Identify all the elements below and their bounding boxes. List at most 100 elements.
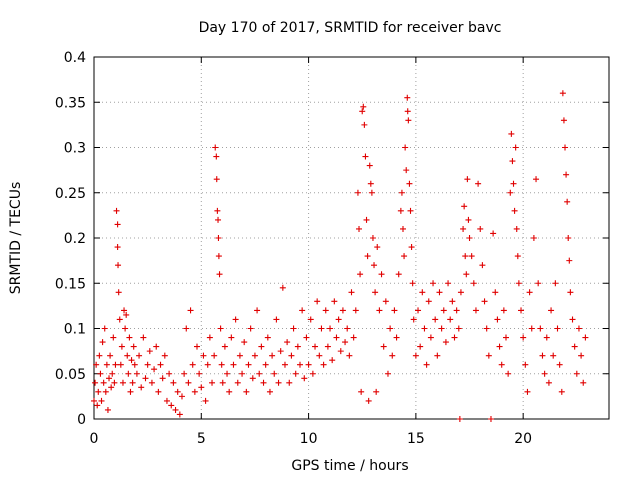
- data-point: [569, 316, 576, 323]
- data-point: [337, 348, 344, 355]
- data-point: [380, 343, 387, 350]
- data-point: [130, 343, 137, 350]
- data-point: [157, 361, 164, 368]
- data-point: [161, 352, 168, 359]
- data-point: [144, 361, 151, 368]
- data-point: [515, 280, 522, 287]
- data-point: [331, 298, 338, 305]
- data-point: [101, 325, 108, 332]
- data-point: [125, 370, 132, 377]
- data-point: [123, 311, 130, 318]
- data-point: [191, 388, 198, 395]
- data-point: [440, 307, 447, 314]
- data-point: [460, 225, 467, 232]
- data-point: [472, 307, 479, 314]
- data-point: [322, 307, 329, 314]
- data-point: [545, 379, 552, 386]
- data-point: [249, 375, 256, 382]
- y-tick-label: 0.25: [55, 186, 86, 202]
- data-point: [333, 334, 340, 341]
- data-point: [403, 167, 410, 174]
- y-axis-label: SRMTID / TECUs: [8, 182, 24, 295]
- y-tick-label: 0.1: [64, 322, 86, 338]
- data-point: [100, 379, 107, 386]
- data-point: [378, 271, 385, 278]
- data-point: [550, 352, 557, 359]
- data-point: [490, 230, 497, 237]
- data-point: [339, 307, 346, 314]
- data-point: [366, 162, 373, 169]
- data-point: [535, 280, 542, 287]
- data-point: [277, 348, 284, 355]
- data-point: [131, 361, 138, 368]
- data-point: [230, 361, 237, 368]
- data-point: [357, 271, 364, 278]
- data-point: [116, 316, 123, 323]
- data-point: [286, 379, 293, 386]
- data-point: [146, 348, 153, 355]
- data-point: [142, 375, 149, 382]
- data-point: [329, 357, 336, 364]
- data-point: [187, 307, 194, 314]
- data-point: [463, 271, 470, 278]
- data-point: [111, 379, 118, 386]
- data-point: [461, 203, 468, 210]
- data-point: [372, 289, 379, 296]
- data-point: [419, 289, 426, 296]
- data-point: [365, 397, 372, 404]
- data-point: [342, 339, 349, 346]
- data-point: [404, 94, 411, 101]
- data-point: [498, 361, 505, 368]
- data-point: [217, 325, 224, 332]
- data-point: [213, 153, 220, 160]
- data-point: [288, 352, 295, 359]
- data-point: [483, 325, 490, 332]
- data-point: [367, 180, 374, 187]
- data-point: [281, 361, 288, 368]
- data-point: [564, 198, 571, 205]
- data-point: [327, 325, 334, 332]
- data-point: [430, 280, 437, 287]
- data-point: [299, 307, 306, 314]
- data-point: [109, 370, 116, 377]
- data-point: [174, 388, 181, 395]
- data-point: [303, 334, 310, 341]
- data-point: [115, 289, 122, 296]
- data-point: [344, 325, 351, 332]
- y-tick-label: 0.05: [55, 367, 86, 383]
- data-point: [400, 225, 406, 232]
- data-point: [114, 221, 121, 228]
- data-point: [352, 307, 359, 314]
- data-point: [368, 189, 375, 196]
- data-point: [97, 370, 104, 377]
- data-point: [511, 207, 518, 214]
- data-point: [503, 334, 509, 341]
- data-point: [407, 207, 414, 214]
- data-point: [126, 334, 133, 341]
- data-point: [200, 352, 207, 359]
- data-point: [395, 271, 402, 278]
- data-point: [115, 262, 122, 269]
- data-point: [421, 325, 428, 332]
- data-point: [91, 397, 97, 404]
- data-point: [541, 370, 548, 377]
- data-point: [236, 352, 243, 359]
- data-point: [524, 388, 531, 395]
- data-point: [159, 375, 166, 382]
- data-point: [234, 379, 241, 386]
- data-point: [260, 379, 267, 386]
- data-point: [98, 397, 105, 404]
- data-point: [214, 207, 221, 214]
- data-point: [566, 257, 573, 264]
- data-point: [215, 235, 222, 241]
- data-point: [391, 307, 398, 314]
- data-point: [106, 375, 113, 382]
- data-point: [533, 176, 540, 183]
- data-point: [404, 108, 411, 115]
- data-point: [496, 343, 503, 350]
- data-point: [228, 334, 235, 341]
- data-point: [442, 339, 449, 346]
- data-point: [117, 361, 124, 368]
- data-point: [264, 334, 271, 341]
